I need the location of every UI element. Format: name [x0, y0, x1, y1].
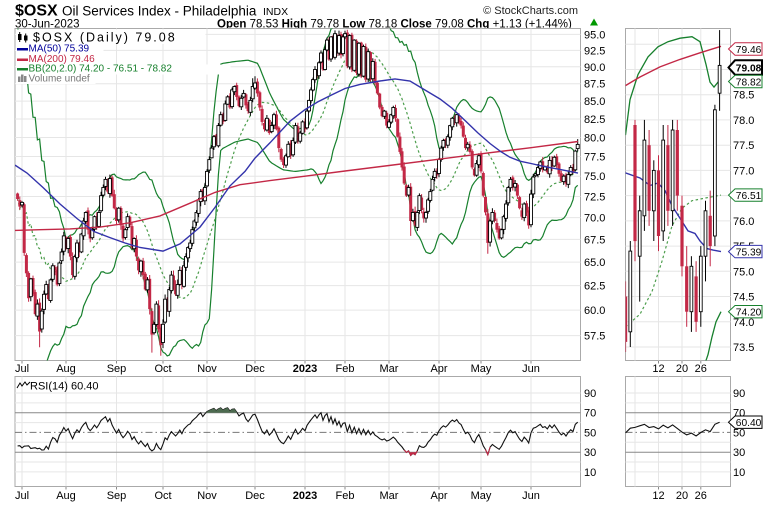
svg-text:2023: 2023	[293, 363, 317, 375]
svg-text:$OSX (Daily) 79.08: $OSX (Daily) 79.08	[33, 31, 177, 45]
svg-text:60.0: 60.0	[584, 305, 605, 317]
svg-text:May: May	[471, 363, 492, 375]
svg-text:80.0: 80.0	[584, 133, 605, 145]
svg-text:76.0: 76.0	[733, 216, 754, 228]
svg-text:Nov: Nov	[197, 490, 217, 502]
svg-text:60.40: 60.40	[736, 418, 762, 429]
svg-text:10: 10	[584, 467, 596, 479]
svg-text:Jul: Jul	[15, 490, 29, 502]
svg-text:75.39: 75.39	[736, 247, 762, 258]
svg-text:73.5: 73.5	[733, 342, 754, 354]
svg-text:Sep: Sep	[107, 490, 127, 502]
svg-text:Feb: Feb	[336, 490, 355, 502]
svg-text:12: 12	[652, 363, 664, 375]
svg-text:92.5: 92.5	[584, 45, 605, 57]
svg-text:Volume undef: Volume undef	[29, 74, 90, 85]
svg-text:72.5: 72.5	[584, 192, 605, 204]
svg-text:77.0: 77.0	[733, 165, 754, 177]
svg-text:Aug: Aug	[56, 363, 76, 375]
svg-text:Nov: Nov	[197, 363, 217, 375]
svg-text:50: 50	[584, 427, 596, 439]
svg-text:57.5: 57.5	[584, 331, 605, 343]
svg-text:20: 20	[676, 363, 688, 375]
svg-text:90: 90	[733, 388, 745, 400]
svg-text:Dec: Dec	[245, 490, 265, 502]
svg-text:Mar: Mar	[380, 490, 399, 502]
svg-text:78.0: 78.0	[733, 115, 754, 127]
svg-text:Feb: Feb	[336, 363, 355, 375]
svg-text:RSI(14) 60.40: RSI(14) 60.40	[30, 381, 98, 393]
svg-text:2023: 2023	[293, 490, 317, 502]
svg-text:Mar: Mar	[380, 363, 399, 375]
svg-text:$OSX: $OSX	[15, 3, 58, 20]
svg-text:Sep: Sep	[107, 363, 127, 375]
svg-text:Dec: Dec	[245, 363, 265, 375]
svg-text:May: May	[471, 490, 492, 502]
svg-text:50: 50	[733, 427, 745, 439]
svg-text:62.5: 62.5	[584, 281, 605, 293]
svg-text:INDX: INDX	[263, 6, 288, 18]
svg-text:95.0: 95.0	[584, 29, 605, 41]
svg-text:74.20: 74.20	[736, 308, 762, 319]
svg-text:20: 20	[676, 490, 688, 502]
svg-text:Oct: Oct	[154, 363, 171, 375]
svg-text:MA(50) 75.39: MA(50) 75.39	[29, 44, 90, 55]
svg-text:Jun: Jun	[522, 490, 540, 502]
svg-text:78.82: 78.82	[736, 77, 762, 88]
svg-text:Jul: Jul	[15, 363, 29, 375]
svg-text:85.0: 85.0	[584, 96, 605, 108]
svg-text:74.0: 74.0	[733, 317, 754, 329]
svg-text:12: 12	[652, 490, 664, 502]
svg-text:90: 90	[584, 388, 596, 400]
svg-text:Aug: Aug	[56, 490, 76, 502]
svg-text:79.08: 79.08	[736, 63, 762, 74]
svg-text:Oil Services Index - Philadelp: Oil Services Index - Philadelphia	[62, 4, 257, 19]
svg-text:78.5: 78.5	[733, 90, 754, 102]
svg-text:70.0: 70.0	[584, 213, 605, 225]
svg-text:Oct: Oct	[154, 490, 171, 502]
svg-text:90.0: 90.0	[584, 62, 605, 74]
svg-text:75.0: 75.0	[584, 171, 605, 183]
svg-text:10: 10	[733, 467, 745, 479]
svg-text:Apr: Apr	[430, 363, 447, 375]
svg-text:30: 30	[584, 447, 596, 459]
svg-text:Jun: Jun	[522, 363, 540, 375]
svg-text:26: 26	[695, 490, 707, 502]
svg-text:87.5: 87.5	[584, 79, 605, 91]
svg-text:70: 70	[584, 408, 596, 420]
svg-text:77.5: 77.5	[584, 152, 605, 164]
svg-text:76.51: 76.51	[736, 191, 762, 202]
svg-text:82.5: 82.5	[584, 114, 605, 126]
svg-text:65.0: 65.0	[584, 257, 605, 269]
svg-text:Apr: Apr	[430, 490, 447, 502]
svg-text:77.5: 77.5	[733, 140, 754, 152]
svg-text:75.0: 75.0	[733, 266, 754, 278]
svg-text:© StockCharts.com: © StockCharts.com	[483, 5, 578, 17]
svg-text:79.46: 79.46	[736, 45, 762, 56]
svg-text:30: 30	[733, 447, 745, 459]
svg-text:26: 26	[695, 363, 707, 375]
svg-text:74.5: 74.5	[733, 292, 754, 304]
svg-text:67.5: 67.5	[584, 234, 605, 246]
